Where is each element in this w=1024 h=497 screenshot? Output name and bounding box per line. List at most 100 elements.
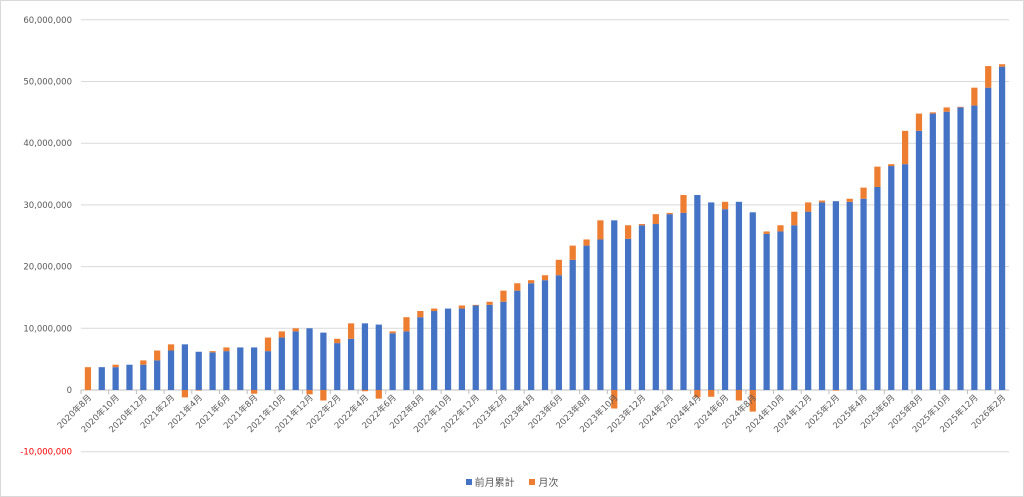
bar-cumulative — [929, 113, 936, 391]
bar-monthly — [943, 107, 950, 112]
bar-cumulative — [818, 202, 826, 390]
bar-cumulative — [985, 87, 992, 391]
bar-monthly-negative — [708, 390, 715, 397]
bar-cumulative — [805, 211, 812, 390]
bar-cumulative — [998, 66, 1006, 390]
bar-cumulative — [569, 259, 576, 390]
bar-monthly-negative — [251, 390, 258, 394]
bar-monthly — [167, 344, 175, 351]
bar-cumulative — [444, 308, 452, 390]
legend-swatch-blue — [465, 478, 472, 485]
bar-cumulative — [264, 351, 272, 390]
y-tick-label: -10,000,000 — [20, 448, 72, 458]
bar-cumulative — [251, 347, 258, 390]
bar-monthly — [818, 200, 826, 203]
bar-cumulative — [417, 317, 424, 390]
bar-cumulative — [140, 364, 147, 390]
bar-cumulative — [943, 111, 950, 390]
bar-monthly — [638, 224, 646, 226]
bar-cumulative — [361, 323, 369, 390]
bar-cumulative — [98, 367, 105, 390]
bar-series — [84, 64, 1006, 412]
bar-cumulative — [652, 224, 659, 390]
bar-cumulative — [541, 280, 549, 390]
bar-monthly — [652, 214, 659, 225]
bar-cumulative — [334, 343, 341, 390]
bar-monthly — [389, 331, 396, 334]
bar-monthly — [84, 367, 92, 390]
bar-monthly — [763, 231, 770, 234]
bar-cumulative — [306, 328, 313, 390]
bar-monthly — [528, 280, 535, 284]
bar-cumulative — [126, 364, 133, 390]
legend-item-cumulative: 前月累計 — [465, 474, 515, 489]
bar-monthly — [334, 338, 341, 344]
bar-cumulative — [888, 166, 895, 390]
bar-monthly — [486, 301, 493, 305]
bar-cumulative — [694, 195, 701, 390]
bar-cumulative — [154, 360, 161, 390]
bar-monthly-negative — [749, 390, 756, 412]
bar-cumulative — [347, 338, 355, 390]
bar-monthly — [860, 187, 867, 199]
bar-cumulative — [320, 332, 327, 390]
y-axis-labels: 60,000,000 50,000,000 40,000,000 30,000,000… — [20, 16, 72, 458]
bar-monthly-negative — [694, 390, 701, 398]
bar-cumulative — [597, 239, 604, 390]
bar-monthly — [791, 211, 798, 226]
bar-monthly — [888, 164, 895, 167]
bar-monthly-negative — [320, 390, 327, 401]
bar-cumulative — [486, 304, 493, 390]
bar-monthly-negative — [832, 390, 839, 391]
bar-monthly — [292, 328, 299, 332]
bar-monthly — [874, 166, 881, 188]
bar-cumulative — [403, 331, 410, 390]
bar-cumulative — [209, 352, 216, 390]
bar-monthly — [902, 130, 909, 165]
bar-monthly — [597, 220, 604, 240]
x-axis-labels: 2020年8月2020年10月2020年12月2021年2月2021年4月202… — [55, 390, 1008, 435]
bar-monthly — [805, 202, 812, 212]
bar-monthly — [624, 225, 632, 239]
bar-cumulative — [181, 344, 188, 390]
bar-cumulative — [555, 275, 562, 390]
bar-monthly — [721, 201, 729, 210]
bar-monthly — [929, 112, 936, 114]
bar-cumulative — [874, 187, 881, 390]
bar-monthly-negative — [611, 390, 618, 409]
bar-monthly-negative — [181, 390, 188, 398]
bar-monthly — [555, 259, 562, 276]
legend-label-monthly: 月次 — [538, 478, 559, 489]
bar-cumulative — [237, 347, 244, 390]
bar-cumulative — [278, 337, 285, 390]
bar-monthly — [209, 351, 216, 353]
bar-cumulative — [528, 283, 535, 390]
bar-cumulative — [971, 105, 978, 391]
legend-item-monthly: 月次 — [529, 474, 558, 489]
bar-monthly — [472, 304, 479, 306]
bar-monthly — [846, 198, 853, 202]
bar-cumulative — [195, 351, 202, 390]
bar-monthly — [403, 317, 410, 332]
bar-monthly-negative — [195, 390, 202, 391]
bar-monthly — [417, 311, 424, 318]
bar-cumulative — [680, 212, 687, 390]
stacked-bar-chart: 60,000,000 50,000,000 40,000,000 30,000,000… — [20, 16, 1009, 458]
bar-monthly — [264, 337, 272, 352]
bar-monthly — [514, 283, 521, 291]
bar-monthly — [140, 360, 147, 365]
bar-cumulative — [624, 238, 632, 390]
bar-cumulative — [902, 164, 909, 390]
bar-monthly — [431, 308, 438, 312]
bar-monthly — [569, 245, 576, 260]
bar-monthly — [112, 364, 119, 368]
y-tick-label: 40,000,000 — [23, 139, 72, 149]
bar-monthly — [915, 113, 923, 131]
bar-cumulative — [431, 311, 438, 390]
legend-swatch-orange — [529, 478, 536, 485]
bar-cumulative — [832, 201, 839, 390]
bar-cumulative — [514, 290, 521, 390]
bar-monthly — [583, 239, 590, 246]
bar-monthly — [458, 305, 466, 309]
bar-monthly-negative — [306, 390, 313, 395]
